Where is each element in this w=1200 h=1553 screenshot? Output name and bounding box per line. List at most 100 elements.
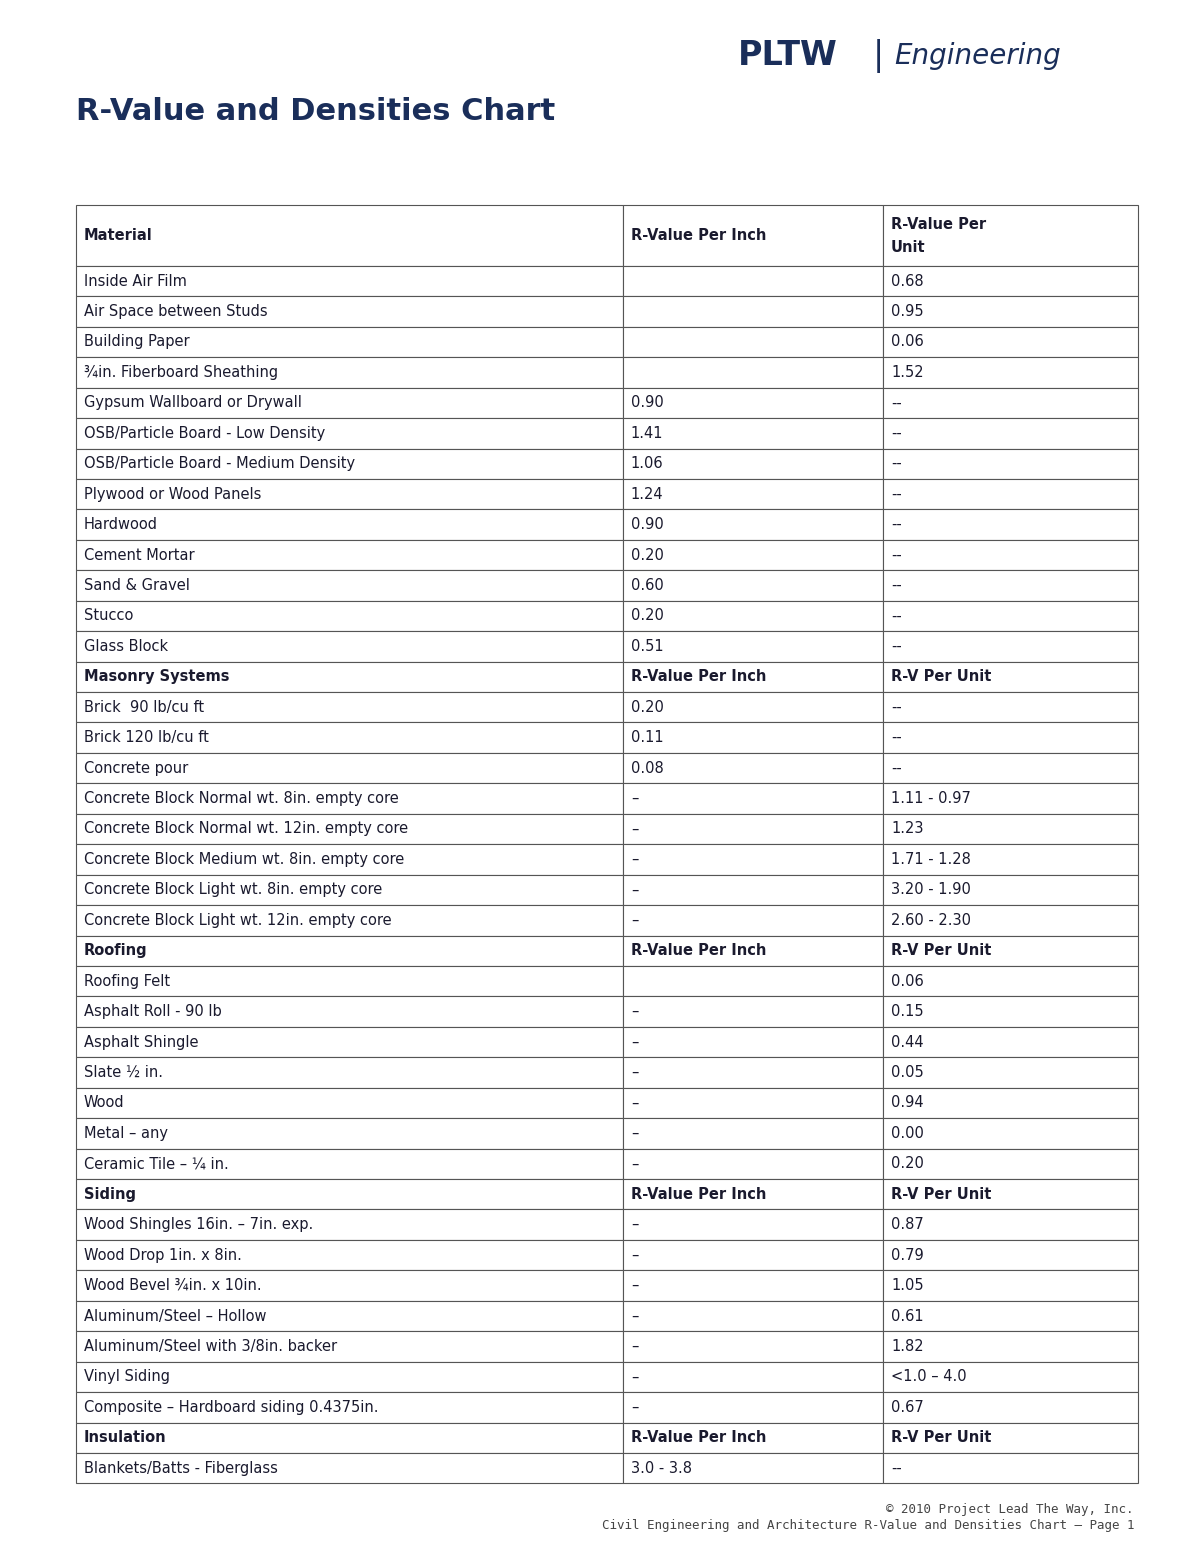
Text: 0.67: 0.67 <box>892 1399 924 1415</box>
Bar <box>623 1301 883 1331</box>
Bar <box>623 874 883 905</box>
Bar <box>883 631 1138 662</box>
Bar <box>883 845 1138 874</box>
Text: R-Value Per Inch: R-Value Per Inch <box>631 943 767 958</box>
Text: Roofing Felt: Roofing Felt <box>84 974 170 989</box>
Bar <box>76 662 623 693</box>
Text: |: | <box>872 39 884 73</box>
Text: Vinyl Siding: Vinyl Siding <box>84 1370 170 1384</box>
Bar <box>623 297 883 326</box>
Bar <box>76 449 623 478</box>
Text: 0.51: 0.51 <box>631 638 664 654</box>
Text: Aluminum/Steel with 3/8in. backer: Aluminum/Steel with 3/8in. backer <box>84 1339 337 1354</box>
Text: R-Value Per Inch: R-Value Per Inch <box>631 228 767 242</box>
Bar <box>883 1058 1138 1087</box>
Bar <box>883 388 1138 418</box>
Text: --: -- <box>892 517 902 533</box>
Text: –: – <box>631 1370 638 1384</box>
Bar <box>76 205 623 266</box>
Text: Blankets/Batts - Fiberglass: Blankets/Batts - Fiberglass <box>84 1461 278 1475</box>
Text: Siding: Siding <box>84 1186 136 1202</box>
Bar <box>883 509 1138 540</box>
Text: 3.0 - 3.8: 3.0 - 3.8 <box>631 1461 692 1475</box>
Text: Civil Engineering and Architecture R-Value and Densities Chart – Page 1: Civil Engineering and Architecture R-Val… <box>601 1519 1134 1531</box>
Text: Wood Bevel ¾in. x 10in.: Wood Bevel ¾in. x 10in. <box>84 1278 262 1294</box>
Bar <box>623 1239 883 1270</box>
Text: --: -- <box>892 700 902 714</box>
Bar <box>883 1362 1138 1391</box>
Text: R-Value Per Inch: R-Value Per Inch <box>631 1186 767 1202</box>
Bar <box>76 1087 623 1118</box>
Text: 0.87: 0.87 <box>892 1218 924 1232</box>
Bar <box>883 540 1138 570</box>
Bar <box>623 601 883 631</box>
Text: --: -- <box>892 457 902 471</box>
Bar <box>883 266 1138 297</box>
Bar <box>76 814 623 845</box>
Text: 0.20: 0.20 <box>631 700 664 714</box>
Bar <box>883 1239 1138 1270</box>
Text: Hardwood: Hardwood <box>84 517 158 533</box>
Text: Wood: Wood <box>84 1095 125 1110</box>
Text: --: -- <box>892 609 902 623</box>
Bar <box>623 1454 883 1483</box>
Text: Air Space between Studs: Air Space between Studs <box>84 304 268 318</box>
Bar <box>76 1454 623 1483</box>
Bar <box>883 1149 1138 1179</box>
Text: –: – <box>631 1309 638 1323</box>
Text: 0.11: 0.11 <box>631 730 664 745</box>
Text: 0.79: 0.79 <box>892 1247 924 1263</box>
Text: 0.61: 0.61 <box>892 1309 924 1323</box>
Bar <box>883 1391 1138 1423</box>
Text: 0.00: 0.00 <box>892 1126 924 1141</box>
Text: --: -- <box>892 548 902 562</box>
Bar <box>883 1027 1138 1058</box>
Bar <box>623 631 883 662</box>
Bar <box>76 297 623 326</box>
Bar <box>883 1454 1138 1483</box>
Bar <box>623 814 883 845</box>
Bar <box>623 1362 883 1391</box>
Text: –: – <box>631 1126 638 1141</box>
Text: Building Paper: Building Paper <box>84 334 190 349</box>
Text: Wood Drop 1in. x 8in.: Wood Drop 1in. x 8in. <box>84 1247 242 1263</box>
Bar <box>623 966 883 997</box>
Text: Brick 120 lb/cu ft: Brick 120 lb/cu ft <box>84 730 209 745</box>
Bar <box>76 1058 623 1087</box>
Bar <box>883 205 1138 266</box>
Text: © 2010 Project Lead The Way, Inc.: © 2010 Project Lead The Way, Inc. <box>887 1503 1134 1516</box>
Text: --: -- <box>892 426 902 441</box>
Text: Inside Air Film: Inside Air Film <box>84 273 187 289</box>
Bar <box>623 783 883 814</box>
Bar <box>76 1331 623 1362</box>
Bar <box>76 601 623 631</box>
Bar <box>623 905 883 935</box>
Text: 0.20: 0.20 <box>892 1157 924 1171</box>
Text: OSB/Particle Board - Medium Density: OSB/Particle Board - Medium Density <box>84 457 355 471</box>
Text: Concrete Block Normal wt. 12in. empty core: Concrete Block Normal wt. 12in. empty co… <box>84 822 408 837</box>
Bar <box>623 570 883 601</box>
Text: 1.41: 1.41 <box>631 426 664 441</box>
Text: Asphalt Shingle: Asphalt Shingle <box>84 1034 198 1050</box>
Bar <box>76 357 623 388</box>
Text: Ceramic Tile – ¼ in.: Ceramic Tile – ¼ in. <box>84 1157 229 1171</box>
Bar <box>883 1118 1138 1149</box>
Text: –: – <box>631 1005 638 1019</box>
Text: R-V Per Unit: R-V Per Unit <box>892 1186 991 1202</box>
Bar <box>76 1423 623 1454</box>
Text: OSB/Particle Board - Low Density: OSB/Particle Board - Low Density <box>84 426 325 441</box>
Text: 0.90: 0.90 <box>631 517 664 533</box>
Text: Unit: Unit <box>892 241 925 255</box>
Bar <box>883 1301 1138 1331</box>
Bar <box>623 722 883 753</box>
Text: –: – <box>631 1095 638 1110</box>
Text: Cement Mortar: Cement Mortar <box>84 548 194 562</box>
Text: 0.95: 0.95 <box>892 304 924 318</box>
Text: –: – <box>631 1034 638 1050</box>
Bar <box>76 1210 623 1239</box>
Bar <box>76 1027 623 1058</box>
Bar <box>623 1210 883 1239</box>
Bar <box>76 1149 623 1179</box>
Bar <box>883 997 1138 1027</box>
Bar <box>883 326 1138 357</box>
